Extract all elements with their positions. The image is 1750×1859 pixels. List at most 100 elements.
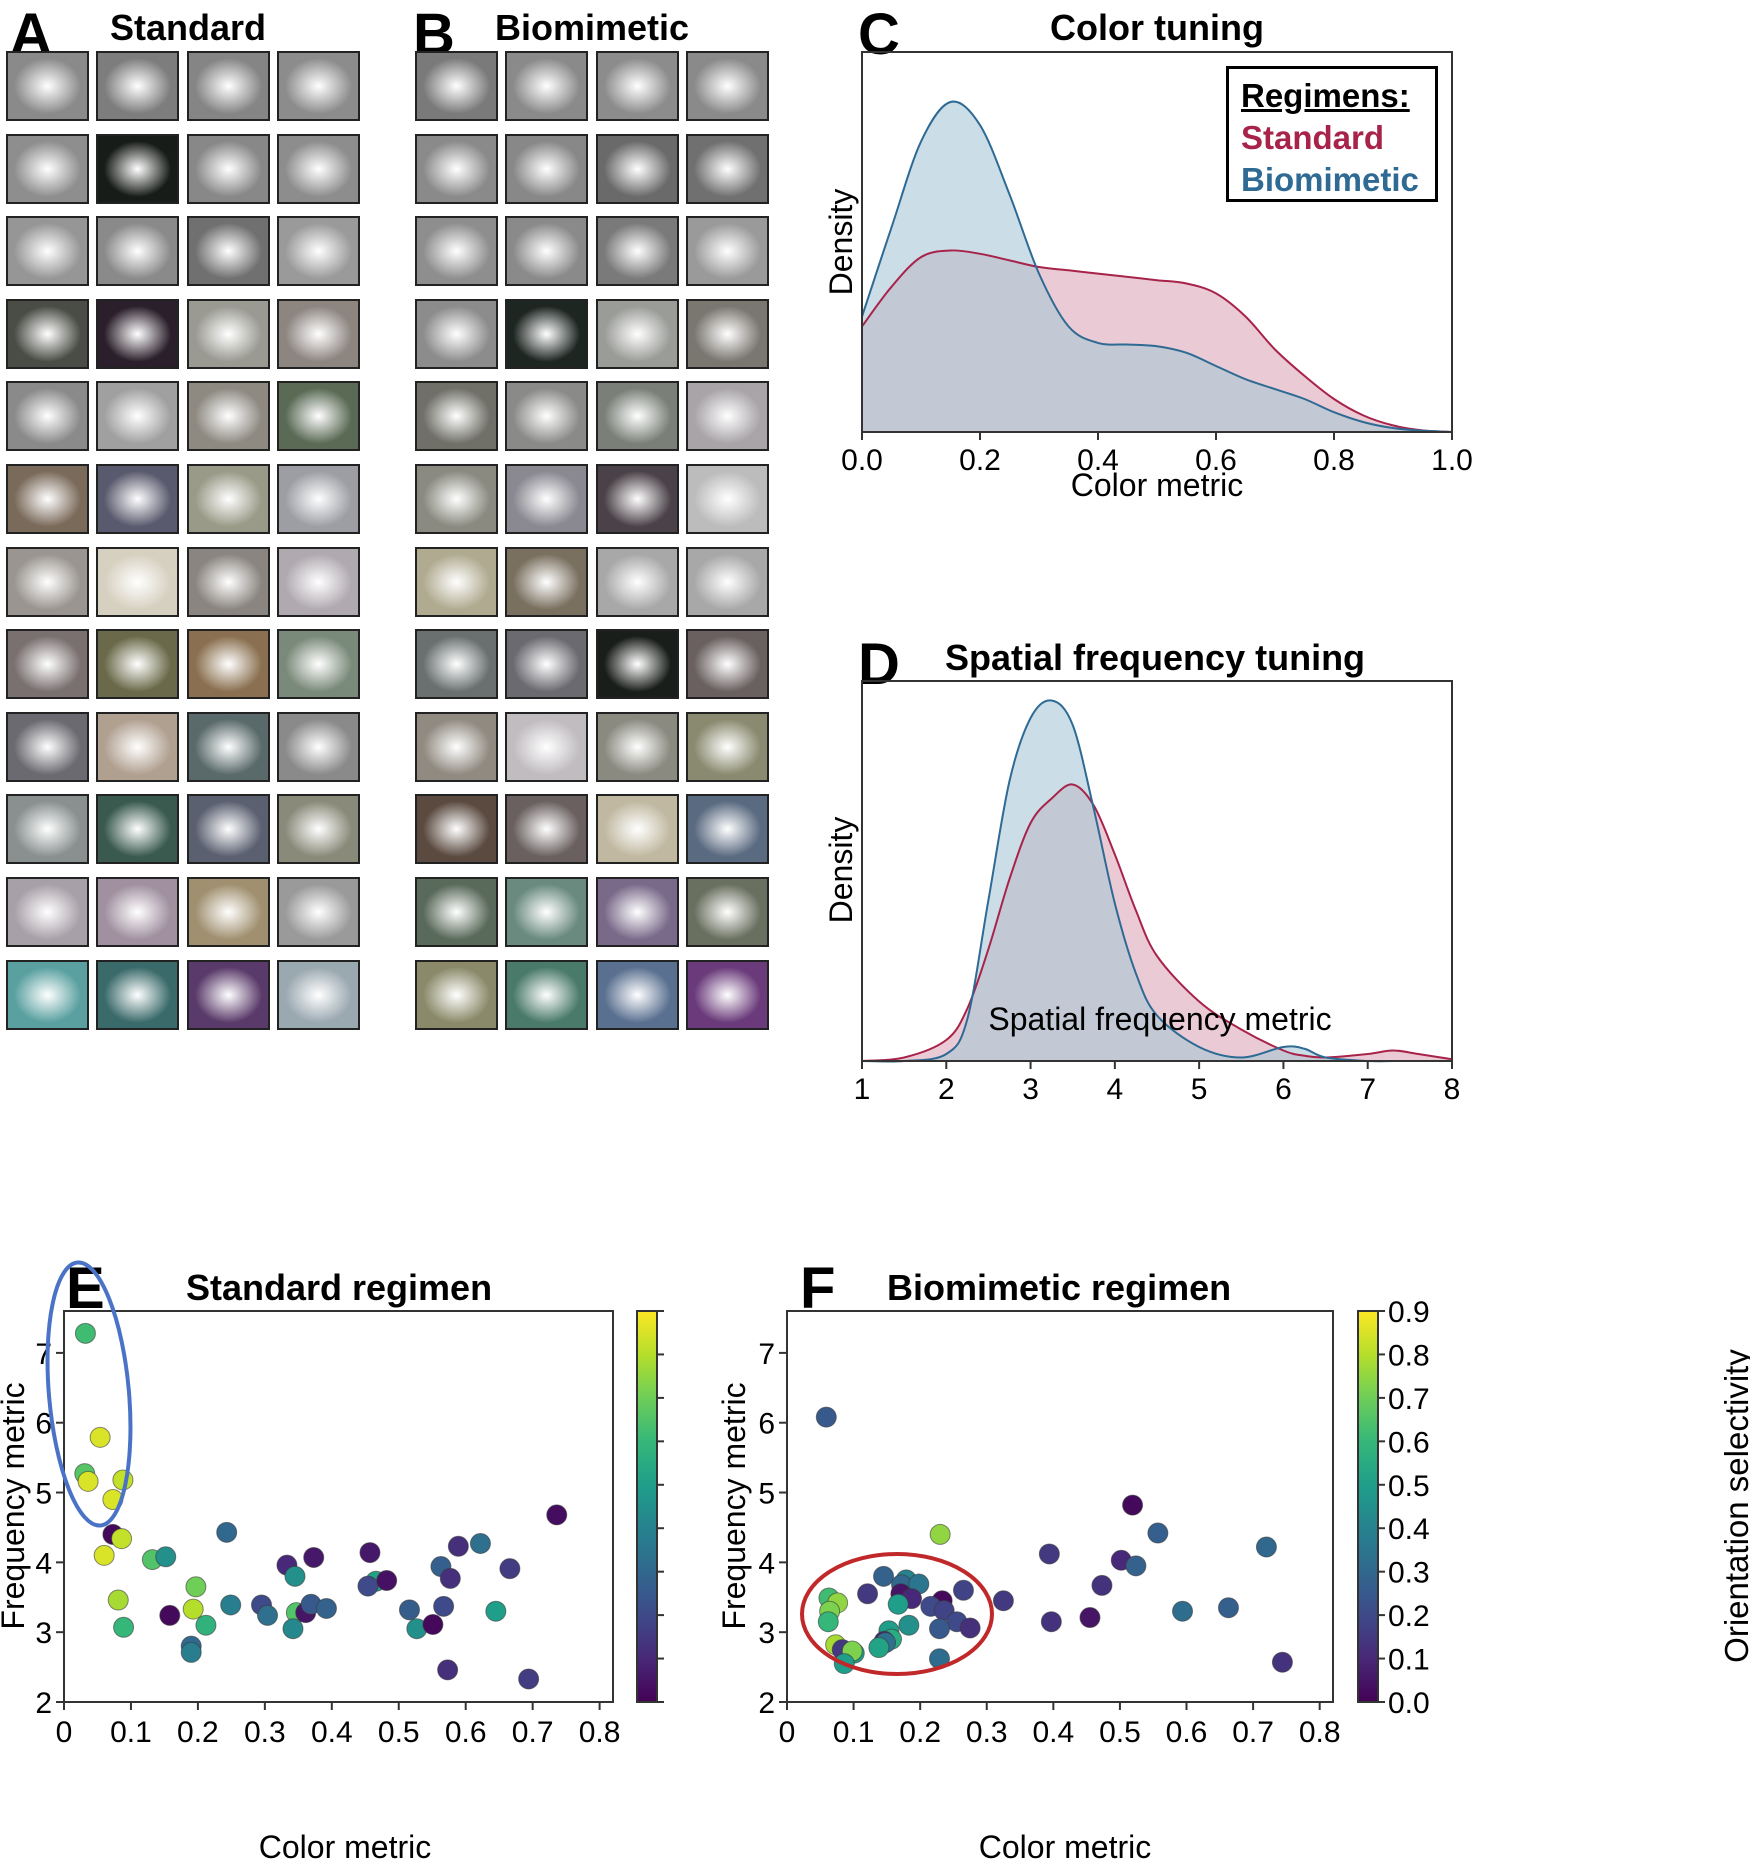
x-tick-label: 3 xyxy=(1022,1073,1039,1106)
standard-filter-tile xyxy=(187,464,270,534)
panel-f-title: Biomimetic regimen xyxy=(887,1267,1232,1308)
scatter-point xyxy=(1125,1555,1147,1577)
standard-filter-tile xyxy=(96,381,179,451)
scatter-point xyxy=(485,1600,507,1622)
biomimetic-filter-tile xyxy=(596,299,679,369)
panel-a-title: Standard xyxy=(110,7,267,48)
x-tick-label: 0.7 xyxy=(1232,1716,1274,1749)
x-tick-label: 0.2 xyxy=(899,1716,941,1749)
scatter-point xyxy=(89,1426,111,1448)
scatter-point xyxy=(422,1613,444,1635)
standard-filter-tile xyxy=(187,547,270,617)
standard-filter-tile xyxy=(96,464,179,534)
x-tick-label: 0.4 xyxy=(1077,444,1119,477)
cluster-ellipse-f xyxy=(800,1552,994,1676)
biomimetic-filter-tile xyxy=(505,794,588,864)
cluster-ellipse-e xyxy=(45,1260,133,1528)
biomimetic-filter-tile xyxy=(596,216,679,286)
biomimetic-filter-tile xyxy=(415,877,498,947)
biomimetic-filter-tile xyxy=(505,299,588,369)
biomimetic-filter-tile xyxy=(505,877,588,947)
biomimetic-filter-tile xyxy=(596,51,679,121)
colorbar-tick-label: 0.5 xyxy=(1388,1470,1430,1503)
biomimetic-filter-tile xyxy=(686,299,769,369)
standard-filter-tile xyxy=(277,794,360,864)
y-tick-label: 4 xyxy=(35,1547,52,1580)
biomimetic-filter-tile xyxy=(415,381,498,451)
colorbar-tick-label: 0.9 xyxy=(1388,1296,1430,1329)
standard-filter-tile xyxy=(6,877,89,947)
biomimetic-filter-tile xyxy=(686,629,769,699)
x-tick-label: 0.3 xyxy=(244,1716,286,1749)
y-tick-label: 2 xyxy=(758,1687,775,1720)
biomimetic-filter-tile xyxy=(686,134,769,204)
standard-filter-tile xyxy=(96,134,179,204)
colorbar-tick-label: 0.6 xyxy=(1388,1426,1430,1459)
scatter-point xyxy=(469,1533,491,1555)
legend-item-standard: Standard xyxy=(1241,119,1385,156)
biomimetic-filter-tile xyxy=(505,464,588,534)
standard-filter-tile xyxy=(6,712,89,782)
standard-filter-tile xyxy=(6,216,89,286)
density-area-biomimetic xyxy=(862,101,1452,433)
biomimetic-filter-tile xyxy=(505,629,588,699)
standard-filter-tile xyxy=(277,877,360,947)
scatter-point xyxy=(159,1604,181,1626)
biomimetic-filter-tile xyxy=(415,794,498,864)
x-tick-label: 0.5 xyxy=(1099,1716,1141,1749)
panel-d-title: Spatial frequency tuning xyxy=(945,637,1366,678)
y-tick-label: 6 xyxy=(35,1408,52,1441)
density-line-standard xyxy=(861,783,1453,1062)
standard-filter-tile xyxy=(277,299,360,369)
x-tick-label: 0.2 xyxy=(177,1716,219,1749)
y-axis-label-e: Frequency metric xyxy=(0,1382,31,1629)
biomimetic-filter-tile xyxy=(505,960,588,1030)
standard-filter-tile xyxy=(96,547,179,617)
scatter-point xyxy=(111,1528,133,1550)
scatter-point xyxy=(815,1406,837,1428)
standard-filter-tile xyxy=(6,629,89,699)
x-tick-label: 0.8 xyxy=(579,1716,621,1749)
y-tick-label: 7 xyxy=(758,1338,775,1371)
biomimetic-filter-tile xyxy=(505,51,588,121)
y-tick-label: 3 xyxy=(758,1617,775,1650)
scatter-point xyxy=(74,1322,96,1344)
scatter-point xyxy=(1217,1597,1239,1619)
x-tick-label: 0.1 xyxy=(110,1716,152,1749)
y-tick-label: 5 xyxy=(35,1478,52,1511)
x-tick-label: 0.8 xyxy=(1313,444,1355,477)
x-axis-label-e: Color metric xyxy=(259,1829,431,1859)
scatter-point xyxy=(1172,1600,1194,1622)
biomimetic-filter-tile xyxy=(415,547,498,617)
scatter-point xyxy=(315,1597,337,1619)
scatter-point xyxy=(216,1521,238,1543)
scatter-point xyxy=(992,1590,1014,1612)
scatter-point xyxy=(182,1598,204,1620)
biomimetic-filter-tile xyxy=(415,629,498,699)
biomimetic-filter-tile xyxy=(505,134,588,204)
y-tick-label: 3 xyxy=(35,1617,52,1650)
colorbar xyxy=(1357,1310,1379,1703)
scatter-point xyxy=(857,1583,879,1605)
x-tick-label: 0.2 xyxy=(959,444,1001,477)
panel-b-title: Biomimetic xyxy=(495,7,690,48)
scatter-point xyxy=(398,1599,420,1621)
standard-filter-tile xyxy=(277,51,360,121)
biomimetic-filter-tile xyxy=(686,51,769,121)
scatter-point xyxy=(1040,1611,1062,1633)
x-tick-label: 0.3 xyxy=(966,1716,1008,1749)
standard-filter-tile xyxy=(6,299,89,369)
scatter-point xyxy=(303,1546,325,1568)
standard-filter-tile xyxy=(96,877,179,947)
standard-filter-tile xyxy=(277,381,360,451)
scatter-point xyxy=(1147,1522,1169,1544)
scatter-point xyxy=(439,1567,461,1589)
biomimetic-filter-tile xyxy=(505,547,588,617)
standard-filter-tile xyxy=(96,216,179,286)
scatter-point xyxy=(873,1565,895,1587)
biomimetic-filter-tile xyxy=(415,216,498,286)
panel-letter-d: D xyxy=(858,632,900,697)
standard-filter-tile xyxy=(277,547,360,617)
y-axis-label-c: Density xyxy=(823,189,859,296)
scatter-point xyxy=(376,1570,398,1592)
